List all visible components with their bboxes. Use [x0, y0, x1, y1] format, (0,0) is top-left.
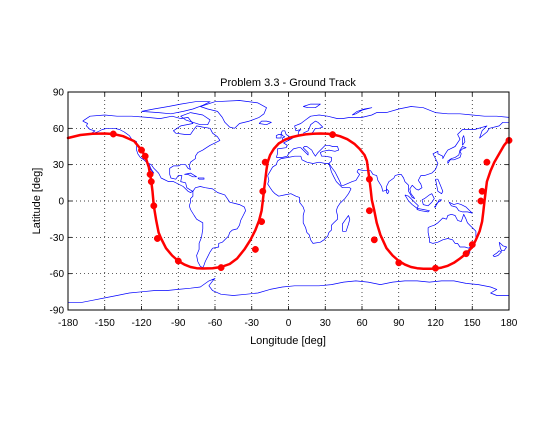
- coastline-path: [258, 120, 272, 126]
- coastline-path: [180, 112, 211, 126]
- y-tick-label: -30: [50, 233, 65, 244]
- ground-track-marker: [150, 202, 158, 210]
- y-tick-label: -90: [50, 306, 65, 317]
- x-tick-label: -150: [95, 318, 115, 329]
- x-tick-label: 30: [320, 318, 332, 329]
- y-tick-label: 0: [58, 197, 64, 208]
- x-tick-label: -180: [58, 318, 78, 329]
- coastline-path: [184, 172, 197, 178]
- coastline-path: [68, 278, 509, 304]
- coastline-path: [188, 186, 246, 268]
- coastline-path: [200, 100, 267, 129]
- y-tick-label: 60: [53, 124, 65, 135]
- x-tick-label: 0: [286, 318, 292, 329]
- ground-track-marker: [365, 207, 373, 215]
- ground-track-marker: [138, 146, 145, 154]
- ground-track-marker: [153, 235, 161, 242]
- coastline-path: [303, 103, 321, 109]
- ground-track-marker: [261, 158, 269, 166]
- x-tick-label: -60: [208, 318, 223, 329]
- x-tick-label: 60: [356, 318, 368, 329]
- coastline-path: [275, 106, 510, 199]
- ground-track-marker: [477, 197, 485, 205]
- ground-track-marker: [259, 187, 267, 195]
- ground-track-marker: [217, 264, 225, 272]
- coastline-path: [404, 194, 419, 209]
- ground-track-marker: [432, 264, 439, 272]
- coastline-path: [342, 215, 351, 232]
- y-tick-label: 30: [53, 160, 65, 171]
- coastline-path: [492, 250, 502, 258]
- y-tick-label: -60: [50, 269, 65, 280]
- ground-track-marker: [395, 259, 403, 267]
- ground-track-marker: [365, 175, 373, 183]
- x-tick-label: -90: [171, 318, 186, 329]
- coastline-path: [462, 135, 466, 146]
- axis-ticks: -180 -150 -120 -90 -60 -30 0 30 60 90 120 150 180 -90…: [50, 88, 518, 330]
- x-tick-label: -30: [245, 318, 260, 329]
- ground-track-marker: [478, 187, 486, 195]
- x-axis-label: Longitude [deg]: [250, 335, 326, 347]
- ground-track-marker: [468, 241, 476, 249]
- coastline-path: [416, 207, 430, 213]
- ground-track-marker: [174, 257, 182, 265]
- x-tick-label: 90: [393, 318, 405, 329]
- ground-track-marker: [141, 152, 149, 160]
- ground-track-marker: [258, 218, 266, 226]
- coastline-path: [448, 201, 473, 214]
- ground-track-series: [66, 130, 513, 272]
- y-axis-label: Latitude [deg]: [31, 168, 43, 235]
- coastline-path: [267, 155, 352, 244]
- coastline-path: [498, 241, 507, 252]
- coastline-path: [427, 213, 477, 249]
- coastline-path: [275, 134, 282, 139]
- world-coastline-map: [68, 100, 510, 304]
- ground-track-marker: [109, 130, 117, 138]
- ground-track-marker: [146, 170, 154, 178]
- coastline-path: [141, 101, 211, 115]
- x-tick-label: 150: [464, 318, 481, 329]
- ground-track-marker: [147, 178, 155, 186]
- x-tick-label: -120: [131, 318, 151, 329]
- coastline-path: [351, 107, 373, 116]
- coastline-path: [435, 178, 444, 195]
- ground-track-marker: [329, 131, 337, 139]
- ground-track-marker: [251, 245, 259, 253]
- coastline-path: [434, 199, 442, 208]
- x-tick-label: 180: [501, 318, 518, 329]
- ground-track-marker: [462, 250, 470, 258]
- chart-title: Problem 3.3 - Ground Track: [220, 77, 356, 89]
- grid-lines: [68, 92, 509, 310]
- coastline-path: [421, 193, 435, 207]
- coastline-path: [197, 177, 205, 180]
- x-tick-label: 120: [427, 318, 444, 329]
- ground-track-line: [66, 132, 511, 271]
- coastline-path: [447, 146, 467, 164]
- ground-track-marker: [370, 236, 378, 244]
- ground-track-marker: [483, 158, 491, 166]
- coastline-path: [386, 188, 390, 195]
- y-tick-label: 90: [53, 88, 65, 99]
